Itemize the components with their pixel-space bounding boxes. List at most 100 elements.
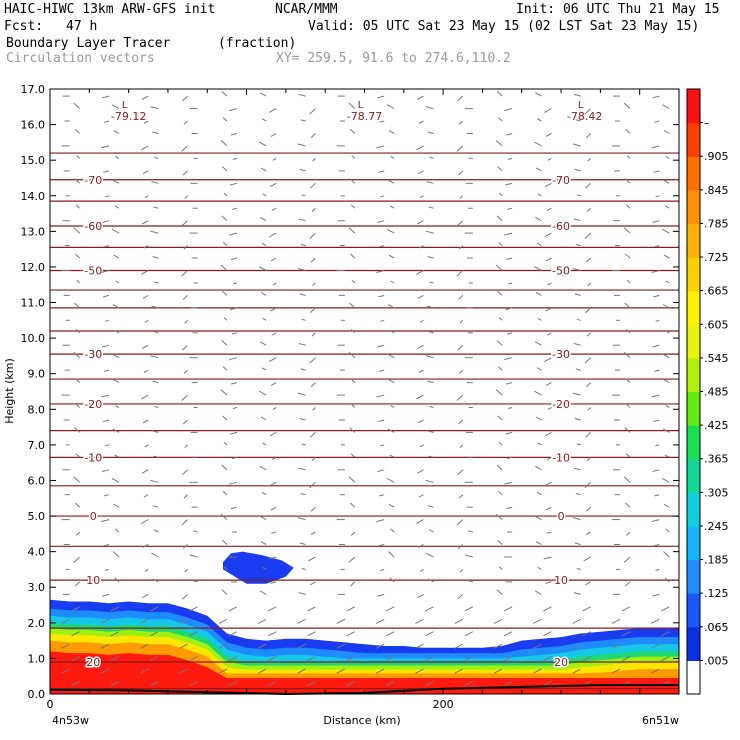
vector-arrow	[459, 444, 464, 448]
vector-arrow	[661, 606, 670, 612]
vector-arrow	[269, 182, 277, 188]
vector-arrow	[260, 167, 267, 172]
vector-arrow	[346, 631, 356, 637]
vector-arrow	[179, 668, 188, 674]
vector-arrow	[150, 606, 159, 612]
vector-arrow	[584, 232, 592, 239]
vector-arrow	[115, 280, 120, 284]
vector-arrow	[390, 528, 395, 533]
vector-arrow	[142, 170, 149, 175]
vector-arrow	[534, 141, 542, 147]
vector-arrow	[181, 519, 188, 526]
vector-arrow	[144, 195, 149, 199]
vector-arrow	[458, 369, 464, 374]
vector-arrow	[261, 242, 267, 247]
vector-arrow	[426, 305, 434, 309]
vector-arrow	[458, 120, 464, 125]
vector-arrow	[624, 427, 631, 433]
vector-arrow	[110, 606, 120, 612]
vector-arrow	[454, 643, 464, 649]
vector-arrow	[585, 133, 592, 138]
vector-arrow	[154, 281, 159, 284]
vector-arrow	[655, 568, 660, 571]
vector-arrow	[625, 378, 631, 383]
vector-arrow	[153, 331, 159, 334]
vector-arrow	[142, 544, 149, 548]
vector-arrow	[144, 568, 149, 572]
vector-arrow	[141, 394, 149, 400]
vector-arrow	[74, 129, 81, 134]
vector-arrow	[416, 270, 424, 275]
vector-arrow	[625, 129, 631, 134]
colorbar-label: .545	[704, 352, 729, 365]
field-units: (fraction)	[218, 36, 297, 51]
vector-arrow	[189, 606, 198, 612]
isotherm-label: 20	[86, 656, 100, 669]
vector-arrow	[300, 493, 306, 496]
vector-arrow	[506, 257, 513, 260]
vector-arrow	[376, 394, 385, 398]
vector-arrow	[662, 304, 670, 309]
vector-arrow	[141, 270, 149, 275]
colorbar-label: .725	[704, 251, 729, 264]
vector-arrow	[428, 529, 434, 533]
vector-arrow	[350, 329, 356, 334]
low-value: -78.77	[347, 110, 382, 123]
vector-arrow	[573, 218, 581, 222]
vector-arrow	[228, 631, 238, 637]
vector-arrow	[101, 394, 110, 398]
vector-arrow	[258, 390, 267, 396]
vector-arrow	[389, 205, 395, 209]
vector-arrow	[231, 332, 238, 335]
vector-arrow	[467, 530, 473, 533]
vector-arrow	[418, 369, 424, 373]
vector-arrow	[533, 668, 542, 674]
isotherm-label: -70	[552, 174, 570, 187]
colorbar-swatch	[687, 626, 700, 661]
vector-arrow	[349, 178, 356, 184]
vector-arrow	[141, 95, 149, 100]
vector-arrow	[377, 95, 385, 99]
vector-arrow	[582, 656, 591, 662]
vector-arrow	[377, 220, 385, 223]
vector-arrow	[425, 479, 434, 483]
vector-arrow	[425, 355, 434, 359]
vector-arrow	[652, 469, 660, 472]
y-tick-label: 11.0	[21, 297, 46, 310]
vector-arrow	[458, 544, 464, 549]
colorbar-label: .425	[704, 419, 729, 432]
vector-arrow	[229, 232, 238, 236]
vector-arrow	[222, 166, 228, 172]
vector-arrow	[415, 618, 424, 624]
vector-arrow	[73, 102, 81, 109]
vector-arrow	[493, 643, 503, 649]
circulation-vectors	[61, 90, 670, 687]
vector-arrow	[297, 143, 306, 147]
colorbar-label: .125	[704, 587, 729, 600]
vector-arrow	[272, 157, 277, 161]
vector-arrow	[503, 631, 513, 637]
vector-arrow	[429, 281, 434, 284]
vector-arrow	[536, 242, 542, 247]
vector-arrow	[103, 544, 110, 547]
vector-arrow	[261, 491, 267, 496]
vector-arrow	[587, 407, 592, 411]
vector-arrow	[229, 307, 238, 311]
vector-arrow	[182, 170, 188, 176]
vector-arrow	[189, 681, 198, 687]
vector-arrow	[537, 193, 542, 197]
vector-arrow	[379, 494, 385, 497]
vector-arrow	[458, 494, 464, 499]
vector-arrow	[572, 268, 581, 271]
vector-arrow	[457, 95, 464, 102]
vector-arrow	[623, 102, 631, 109]
vector-arrow	[257, 668, 267, 674]
vector-arrow	[575, 368, 581, 371]
vector-arrow	[222, 117, 228, 122]
vector-arrow	[346, 681, 356, 687]
vector-arrow	[416, 394, 424, 400]
vector-arrow	[386, 228, 395, 234]
vector-arrow	[312, 282, 316, 287]
y-tick-label: 15.0	[21, 154, 46, 167]
vector-arrow	[576, 568, 581, 570]
